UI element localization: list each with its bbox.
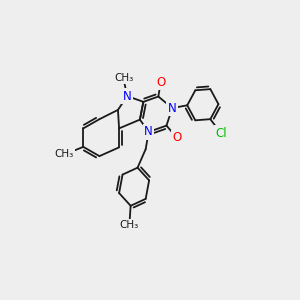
Text: O: O (156, 76, 165, 89)
Text: N: N (144, 125, 153, 138)
Text: CH₃: CH₃ (54, 149, 73, 159)
Text: Cl: Cl (215, 127, 226, 140)
Text: CH₃: CH₃ (114, 73, 133, 82)
Text: N: N (123, 90, 132, 103)
Text: N: N (168, 102, 177, 115)
Text: CH₃: CH₃ (120, 220, 139, 230)
Text: O: O (172, 131, 182, 144)
